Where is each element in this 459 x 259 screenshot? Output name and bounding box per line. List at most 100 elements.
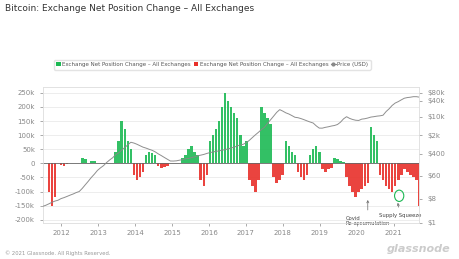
Bar: [387, 163, 390, 189]
Bar: [372, 135, 375, 163]
Bar: [160, 163, 162, 168]
Bar: [317, 152, 320, 163]
Bar: [338, 161, 341, 163]
Bar: [417, 163, 420, 206]
Bar: [281, 163, 284, 175]
Bar: [411, 163, 414, 177]
Bar: [187, 149, 190, 163]
Bar: [263, 113, 265, 163]
Bar: [369, 127, 371, 163]
Bar: [235, 118, 238, 163]
Text: glassnode: glassnode: [386, 244, 450, 254]
Bar: [66, 163, 68, 164]
Bar: [208, 141, 211, 163]
Bar: [245, 141, 247, 163]
Bar: [305, 163, 308, 175]
Bar: [123, 130, 126, 163]
Bar: [290, 152, 292, 163]
Bar: [287, 146, 290, 163]
Bar: [117, 141, 120, 163]
Bar: [220, 107, 223, 163]
Bar: [384, 163, 386, 186]
Bar: [90, 161, 92, 163]
Bar: [311, 149, 314, 163]
Bar: [62, 163, 65, 166]
Bar: [202, 163, 205, 186]
Bar: [232, 113, 235, 163]
Bar: [347, 163, 350, 186]
Bar: [147, 152, 150, 163]
Bar: [139, 163, 141, 177]
Bar: [84, 159, 86, 163]
Bar: [332, 158, 335, 163]
Bar: [408, 163, 411, 175]
Bar: [336, 159, 338, 163]
Bar: [399, 163, 402, 175]
Bar: [193, 152, 196, 163]
Bar: [357, 163, 359, 192]
Bar: [154, 155, 156, 163]
Bar: [230, 107, 232, 163]
Bar: [366, 163, 368, 183]
Bar: [141, 163, 144, 172]
Bar: [378, 163, 381, 175]
Bar: [145, 155, 147, 163]
Bar: [223, 93, 226, 163]
Bar: [296, 163, 299, 172]
Bar: [184, 155, 186, 163]
Text: © 2021 Glassnode. All Rights Reserved.: © 2021 Glassnode. All Rights Reserved.: [5, 251, 110, 256]
Bar: [247, 163, 250, 180]
Bar: [205, 163, 207, 175]
Bar: [257, 163, 259, 180]
Bar: [162, 163, 165, 167]
Bar: [284, 141, 286, 163]
Bar: [199, 163, 202, 180]
Bar: [314, 146, 317, 163]
Bar: [299, 163, 302, 177]
Bar: [54, 163, 56, 197]
Bar: [302, 163, 305, 180]
Bar: [217, 121, 220, 163]
Bar: [211, 135, 214, 163]
Bar: [278, 163, 280, 180]
Bar: [293, 155, 296, 163]
Text: Supply Squeeze: Supply Squeeze: [378, 204, 420, 218]
Bar: [120, 121, 123, 163]
Bar: [226, 101, 229, 163]
Bar: [135, 163, 138, 180]
Bar: [60, 163, 62, 165]
Bar: [47, 163, 50, 192]
Bar: [275, 163, 277, 183]
Bar: [253, 163, 256, 192]
Bar: [396, 163, 398, 180]
Bar: [308, 155, 311, 163]
Bar: [190, 146, 192, 163]
Bar: [345, 163, 347, 177]
Bar: [238, 135, 241, 163]
Bar: [157, 163, 159, 166]
Bar: [196, 155, 199, 163]
Bar: [353, 163, 356, 197]
Bar: [360, 163, 362, 189]
Bar: [266, 118, 268, 163]
Bar: [214, 130, 217, 163]
Bar: [375, 141, 377, 163]
Bar: [341, 162, 344, 163]
Bar: [414, 163, 417, 180]
Bar: [126, 141, 129, 163]
Bar: [272, 163, 274, 177]
Bar: [151, 154, 153, 163]
Bar: [260, 107, 262, 163]
Bar: [181, 158, 184, 163]
Bar: [269, 124, 271, 163]
Bar: [320, 163, 323, 169]
Bar: [50, 163, 53, 206]
Bar: [114, 152, 117, 163]
Bar: [402, 163, 405, 169]
Bar: [129, 149, 132, 163]
Text: Bitcoin: Exchange Net Position Change – All Exchanges: Bitcoin: Exchange Net Position Change – …: [5, 4, 253, 13]
Bar: [241, 146, 244, 163]
Text: Covid
Re-accumulation: Covid Re-accumulation: [345, 201, 389, 226]
Bar: [323, 163, 326, 172]
Legend: Exchange Net Position Change – All Exchanges, Exchange Net Position Change – All: Exchange Net Position Change – All Excha…: [54, 60, 370, 70]
